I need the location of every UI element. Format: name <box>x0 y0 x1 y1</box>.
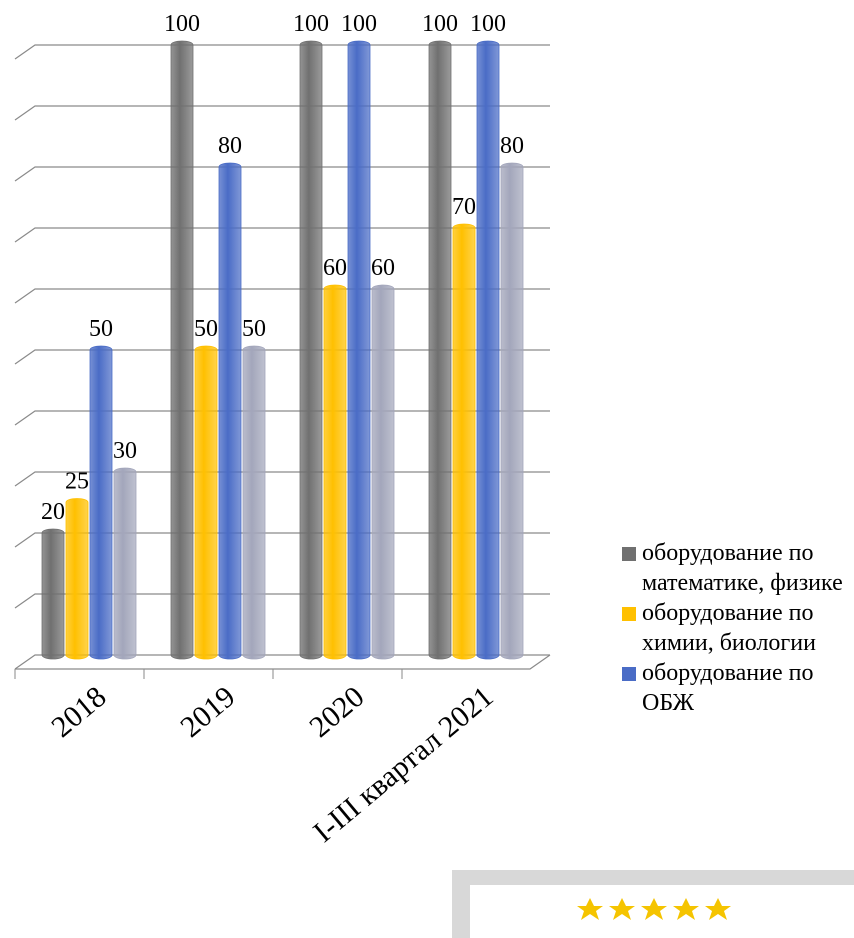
data-label: 100 <box>422 11 458 37</box>
grid-line <box>14 227 550 243</box>
data-label: 80 <box>218 133 242 159</box>
floor <box>15 654 551 670</box>
legend-swatch <box>622 667 636 681</box>
bar <box>428 40 452 660</box>
data-label: 50 <box>89 316 113 342</box>
bar <box>476 40 500 660</box>
data-label: 60 <box>371 255 395 281</box>
legend-swatch <box>622 607 636 621</box>
bar <box>194 345 218 660</box>
x-tick-label: 2018 <box>45 680 112 744</box>
data-label: 100 <box>341 11 377 37</box>
bar <box>65 498 89 660</box>
bar <box>218 162 242 660</box>
legend-label: оборудование по химии, биологии <box>642 600 816 656</box>
thumbnail <box>452 870 854 938</box>
bar <box>323 284 347 660</box>
data-label: 30 <box>113 438 137 464</box>
bar <box>242 345 266 660</box>
bar <box>89 345 113 660</box>
data-label: 100 <box>293 11 329 37</box>
data-label: 25 <box>65 469 89 495</box>
data-label: 60 <box>323 255 347 281</box>
legend-item: оборудование по математике, физике <box>622 538 850 598</box>
grid-line <box>14 44 550 60</box>
bar <box>500 162 524 660</box>
legend: оборудование по математике, физике оборуд… <box>622 538 850 718</box>
grid-line <box>14 105 550 121</box>
legend-item: оборудование по химии, биологии <box>622 598 850 658</box>
bar <box>113 467 137 660</box>
data-label: 20 <box>41 499 65 525</box>
bar <box>170 40 194 660</box>
bar <box>452 223 476 660</box>
bar <box>347 40 371 660</box>
bar <box>41 528 65 660</box>
x-tick-label: 2019 <box>174 680 241 744</box>
data-label: 50 <box>194 316 218 342</box>
legend-label: оборудование по математике, физике <box>642 540 843 596</box>
data-label: 70 <box>452 194 476 220</box>
data-label: 100 <box>470 11 506 37</box>
bar <box>299 40 323 660</box>
data-label: 100 <box>164 11 200 37</box>
legend-label: оборудование по ОБЖ <box>642 660 814 716</box>
x-tick-label: 2020 <box>303 680 370 744</box>
data-label: 80 <box>500 133 524 159</box>
data-label: 50 <box>242 316 266 342</box>
bar <box>371 284 395 660</box>
grid-line <box>14 166 550 182</box>
legend-swatch <box>622 547 636 561</box>
legend-item: оборудование по ОБЖ <box>622 658 850 718</box>
